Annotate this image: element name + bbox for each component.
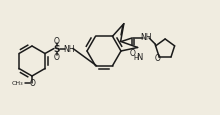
Text: O: O — [130, 49, 136, 58]
Text: CH₃: CH₃ — [11, 81, 23, 86]
Text: O: O — [154, 53, 160, 62]
Text: NH: NH — [140, 33, 152, 42]
Text: O: O — [54, 37, 60, 46]
Text: O: O — [29, 79, 35, 88]
Text: NH: NH — [63, 44, 75, 53]
Text: O: O — [54, 53, 60, 61]
Text: N: N — [136, 53, 142, 62]
Text: S: S — [54, 45, 60, 54]
Text: H: H — [133, 55, 138, 60]
